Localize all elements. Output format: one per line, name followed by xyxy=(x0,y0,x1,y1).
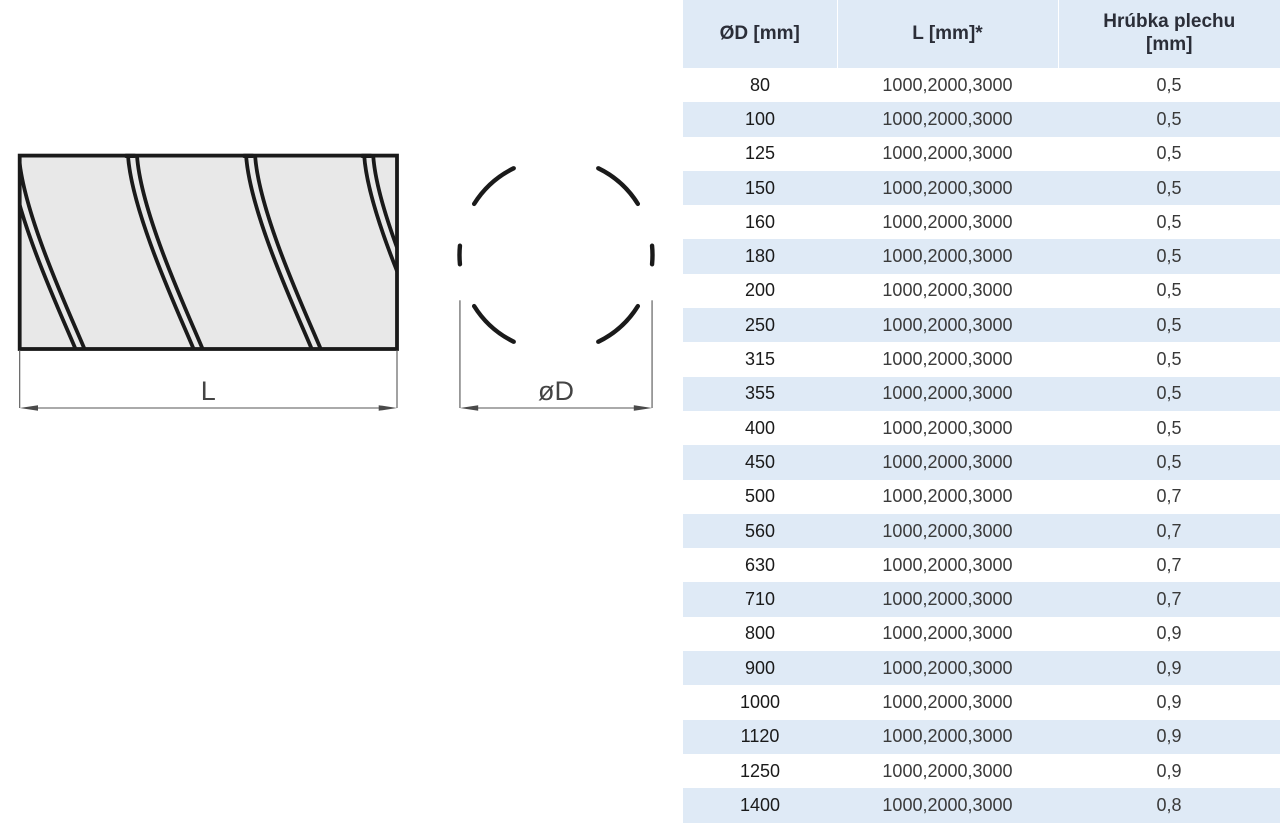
svg-text:øD: øD xyxy=(538,376,574,406)
